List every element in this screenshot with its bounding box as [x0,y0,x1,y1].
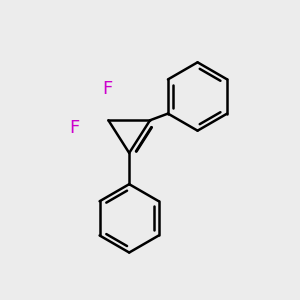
Text: F: F [69,119,79,137]
Text: F: F [102,80,112,98]
